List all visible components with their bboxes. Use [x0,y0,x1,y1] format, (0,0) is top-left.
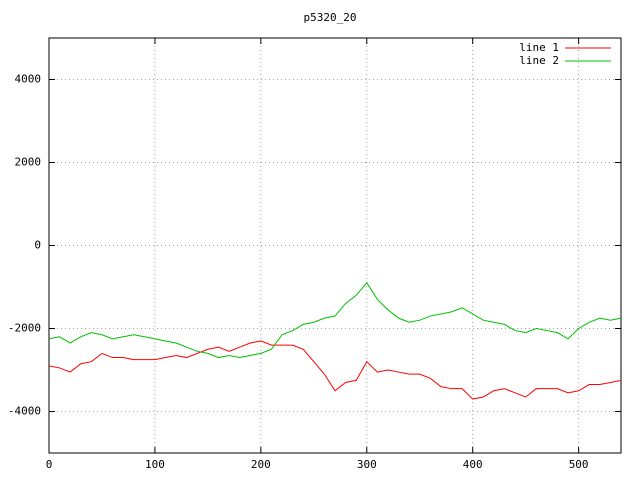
x-tick-label: 300 [357,458,377,471]
y-tick-label: 4000 [15,73,42,86]
plot-frame [48,37,622,454]
x-tick-label: 400 [463,458,483,471]
x-tick-label: 500 [569,458,589,471]
y-tick-label: 2000 [15,156,42,169]
legend-label: line 2 [519,54,559,67]
legend-label: line 1 [519,41,559,54]
y-tick-label: -2000 [8,322,41,335]
data-line [48,282,622,359]
x-tick-label: 200 [251,458,271,471]
x-tick-label: 0 [46,458,53,471]
chart-title: p5320_20 [304,11,357,24]
y-tick-label: -4000 [8,405,41,418]
y-tick-label: 0 [34,239,41,252]
data-line [48,340,622,400]
x-tick-label: 100 [145,458,165,471]
